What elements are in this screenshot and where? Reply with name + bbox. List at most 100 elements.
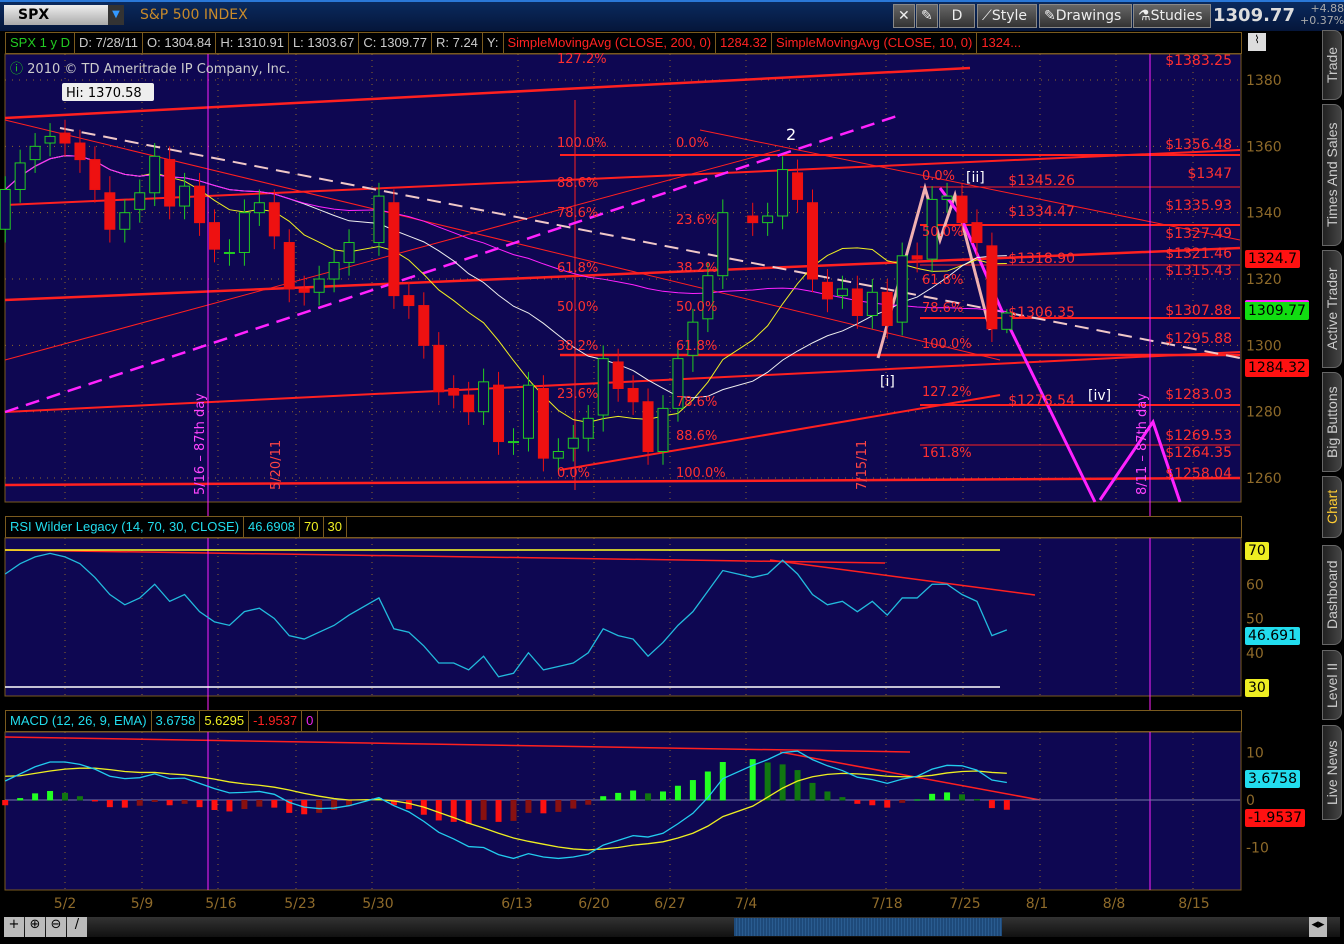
crosshair-button[interactable]: ✕ xyxy=(893,4,915,28)
price-tag: $1264.35 xyxy=(1165,445,1232,461)
macd-histogram-bar xyxy=(256,800,263,807)
macd-histogram-bar xyxy=(17,798,24,801)
zoom-out-icon[interactable]: ⊖ xyxy=(46,917,66,937)
candle-body xyxy=(194,185,206,224)
candle-body xyxy=(672,358,684,409)
tab-active-trader[interactable]: Active Trader xyxy=(1322,250,1342,368)
header-range: R: 7.24 xyxy=(432,33,483,53)
price-axis-tick: 1300 xyxy=(1246,338,1282,354)
candle-body xyxy=(792,172,804,200)
pencil-button[interactable]: ✎ xyxy=(916,4,938,28)
date-axis-tick: 6/20 xyxy=(578,896,609,912)
info-icon[interactable]: ⓘ xyxy=(10,62,24,77)
symbol-input[interactable]: SPX xyxy=(4,5,108,25)
candle-body xyxy=(552,451,564,459)
fib-label: 161.8% xyxy=(922,446,972,461)
candle-body xyxy=(493,384,505,443)
chart-scrollbar[interactable]: + ⊕ ⊖ / ◂▸ xyxy=(4,917,1340,937)
macd-histogram-bar xyxy=(899,800,906,803)
candle-body xyxy=(149,155,161,194)
macd-histogram-bar xyxy=(76,796,83,801)
candle-body xyxy=(89,159,101,190)
macd-histogram-bar xyxy=(600,796,607,801)
studies-button[interactable]: ⚗Studies xyxy=(1133,4,1211,28)
copyright-text: 2010 © TD Ameritrade IP Company, Inc. xyxy=(27,62,291,77)
zoom-in-icon[interactable]: ⊕ xyxy=(25,917,45,937)
rsi-line xyxy=(4,552,1008,678)
candle-body xyxy=(0,188,11,230)
price-tag: $1345.26 xyxy=(1008,173,1075,189)
crosshair-icon[interactable]: + xyxy=(4,917,24,937)
macd-histogram-bar xyxy=(405,800,412,810)
macd-histogram-bar xyxy=(689,780,696,801)
price-tag: $1307.88 xyxy=(1165,303,1232,319)
date-axis-tick: 7/25 xyxy=(949,896,980,912)
price-axis-tick: 1360 xyxy=(1246,139,1282,155)
rsi-overbought: 70 xyxy=(300,517,324,537)
drawings-button[interactable]: ✎Drawings xyxy=(1039,4,1132,28)
macd-histogram-bar xyxy=(166,800,173,806)
macd-histogram-bar xyxy=(869,800,876,806)
macd-histogram-bar xyxy=(809,782,816,801)
macd-axis-tick: 10 xyxy=(1246,746,1264,762)
macd-zero: 0 xyxy=(302,711,319,731)
macd-histogram-bar xyxy=(914,799,921,801)
fib-label: 38.2% xyxy=(557,339,598,354)
candle-body xyxy=(717,212,729,277)
tab-times-and-sales[interactable]: Times And Sales xyxy=(1322,104,1342,246)
rsi-value-badge: 46.691 xyxy=(1245,627,1300,645)
date-axis-tick: 5/2 xyxy=(54,896,77,912)
tab-chart[interactable]: Chart xyxy=(1322,476,1342,538)
date-axis-tick: 5/16 xyxy=(205,896,237,912)
macd-histogram-bar xyxy=(555,800,562,812)
price-tag: $1321.46 xyxy=(1165,246,1232,262)
header-close: C: 1309.77 xyxy=(359,33,432,53)
candle-body xyxy=(104,192,116,230)
studies-icon: ⚗ xyxy=(1138,8,1151,24)
price-panel xyxy=(4,53,1242,503)
price-tag: $1327.49 xyxy=(1165,226,1232,242)
tab-trade[interactable]: Trade xyxy=(1322,30,1342,100)
macd-histogram-bar xyxy=(450,800,457,822)
price-axis-tick: 1280 xyxy=(1246,405,1282,421)
tab-dashboard[interactable]: Dashboard xyxy=(1322,545,1342,645)
symbol-dropdown-icon[interactable]: ▼ xyxy=(108,5,124,25)
last-price-badge: 1309.77 xyxy=(1245,300,1309,320)
chart-settings-icon[interactable]: ⌇ xyxy=(1248,33,1266,51)
macd-histogram-bar xyxy=(480,800,487,820)
candle-body xyxy=(433,344,445,393)
tab-level-ii[interactable]: Level II xyxy=(1322,650,1342,720)
macd-histogram-bar xyxy=(495,800,502,822)
macd-histogram-bar xyxy=(196,800,203,808)
macd-histogram-bar xyxy=(839,797,846,801)
macd-histogram-bar xyxy=(181,800,188,804)
period-button[interactable]: D xyxy=(939,4,975,28)
style-button[interactable]: ⟋Style xyxy=(977,4,1037,28)
header-y: Y: xyxy=(483,33,504,53)
candle-body xyxy=(627,387,639,403)
candle-body xyxy=(209,222,220,250)
macd-histogram-bar xyxy=(226,800,233,812)
expand-icon[interactable]: ◂▸ xyxy=(1309,917,1327,937)
candle-body xyxy=(597,358,609,416)
candle-body xyxy=(896,255,908,323)
macd-value: 3.6758 xyxy=(152,711,201,731)
macd-histogram-bar xyxy=(390,800,397,806)
price-tag: $1258.04 xyxy=(1165,466,1232,482)
tab-big-buttons[interactable]: Big Buttons xyxy=(1322,372,1342,472)
candle-body xyxy=(821,281,833,300)
candle-body xyxy=(508,441,519,444)
scrollbar-thumb[interactable] xyxy=(734,918,1002,936)
draw-line-icon[interactable]: / xyxy=(67,917,87,937)
candle-body xyxy=(537,387,549,459)
vertical-label-8-11: 8/11 – 87th day xyxy=(1135,393,1150,495)
tab-live-news[interactable]: Live News xyxy=(1322,725,1342,820)
candle-body xyxy=(971,222,983,244)
sma10-badge: 1324.7 xyxy=(1245,250,1300,268)
price-tag: $1315.43 xyxy=(1165,263,1232,279)
candle-body xyxy=(283,242,295,290)
price-tag: $1383.25 xyxy=(1165,53,1232,69)
macd-histogram-bar xyxy=(1003,800,1010,810)
price-tag: $1269.53 xyxy=(1165,428,1232,444)
